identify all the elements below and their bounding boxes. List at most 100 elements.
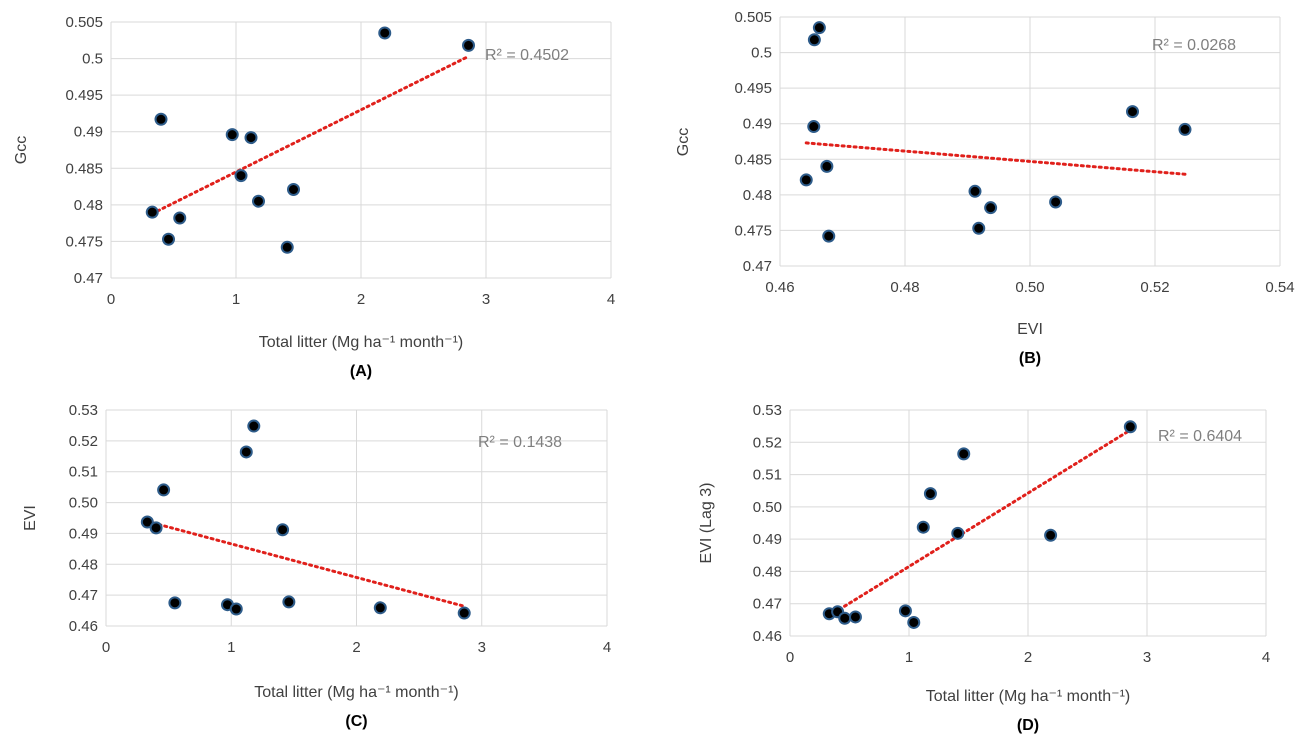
panel-c-data-point xyxy=(157,483,171,497)
panel-c-data-point xyxy=(373,601,387,615)
panel-c-x-tick-label: 1 xyxy=(227,639,235,656)
panel-d-data-point xyxy=(951,526,965,540)
panel-a-data-point xyxy=(234,169,248,183)
panel-c-data-point xyxy=(457,606,471,620)
panel-b-y-tick-label: 0.485 xyxy=(734,151,772,168)
panel-c-y-tick-label: 0.49 xyxy=(69,525,98,542)
panel-b-data-point xyxy=(822,229,836,243)
panel-b-y-tick-label: 0.47 xyxy=(743,258,772,275)
panel-a-data-point xyxy=(145,205,159,219)
panel-d-x-tick-label: 0 xyxy=(786,649,794,666)
panel-a-y-tick-label: 0.47 xyxy=(74,270,103,287)
panel-d-y-axis-title: EVI (Lag 3) xyxy=(698,483,715,564)
panel-c-trendline xyxy=(145,519,466,608)
panel-b-data-point xyxy=(812,21,826,35)
panel-a-trendline xyxy=(150,54,470,216)
panel-b-data-point xyxy=(1178,122,1192,136)
panel-a-y-tick-label: 0.475 xyxy=(65,233,103,250)
panel-c-data-point xyxy=(276,523,290,537)
panel-d-x-axis-title: Total litter (Mg ha⁻¹ month⁻¹) xyxy=(926,688,1131,705)
panel-a-y-tick-label: 0.48 xyxy=(74,197,103,214)
panel-b-x-tick-label: 0.46 xyxy=(765,279,794,296)
panel-a-data-point xyxy=(225,128,239,142)
panel-a-y-tick-label: 0.49 xyxy=(74,124,103,141)
panel-c-label: (C) xyxy=(345,713,367,730)
panel-a-data-point xyxy=(252,194,265,208)
panel-b-x-tick-label: 0.50 xyxy=(1015,279,1044,296)
panel-a-y-tick-label: 0.495 xyxy=(65,87,103,104)
panel-c-data-point xyxy=(229,602,243,616)
panel-b-y-tick-label: 0.49 xyxy=(743,116,772,133)
panel-b-data-point xyxy=(972,221,986,235)
panel-c-data-point xyxy=(282,595,296,609)
panel-a-x-axis-title: Total litter (Mg ha⁻¹ month⁻¹) xyxy=(259,334,464,351)
panel-b-data-point xyxy=(820,159,834,173)
panel-d-data-point xyxy=(907,615,921,629)
panel-a-x-tick-label: 1 xyxy=(232,291,240,308)
panel-b-data-point xyxy=(807,120,821,134)
panel-b-y-tick-label: 0.505 xyxy=(734,9,772,26)
panel-c-y-tick-label: 0.52 xyxy=(69,433,98,450)
panel-d-data-point xyxy=(1044,528,1058,542)
panel-d-y-tick-label: 0.52 xyxy=(753,434,782,451)
panel-d-y-tick-label: 0.53 xyxy=(753,402,782,419)
panel-b-data-point xyxy=(1049,195,1063,209)
panel-a-x-tick-label: 3 xyxy=(482,291,490,308)
panel-d-trendline xyxy=(827,428,1132,618)
panel-a-data-point xyxy=(162,232,175,246)
panel-c-x-axis-title: Total litter (Mg ha⁻¹ month⁻¹) xyxy=(254,684,459,701)
panel-b-y-axis-title: Gcc xyxy=(675,128,692,156)
panel-c-x-tick-label: 2 xyxy=(352,639,360,656)
panel-c-y-tick-label: 0.51 xyxy=(69,464,98,481)
panel-a-data-point xyxy=(154,112,168,126)
panel-d-x-tick-label: 4 xyxy=(1262,649,1270,666)
panel-b-y-tick-label: 0.5 xyxy=(751,45,772,62)
panel-c-data-point xyxy=(149,521,163,535)
panel-c-r2-annotation: R² = 0.1438 xyxy=(478,434,562,451)
panel-b-y-tick-label: 0.48 xyxy=(743,187,772,204)
panel-a-data-point xyxy=(280,240,294,254)
panel-d-data-point xyxy=(1123,420,1137,434)
panel-c-y-tick-label: 0.47 xyxy=(69,587,98,604)
panel-b-x-axis-title: EVI xyxy=(1017,321,1043,338)
panel-b-data-point xyxy=(968,184,982,198)
panel-c-x-tick-label: 3 xyxy=(478,639,486,656)
panel-d-y-tick-label: 0.47 xyxy=(753,596,782,613)
panel-d-data-point xyxy=(923,487,937,501)
panel-b-x-tick-label: 0.48 xyxy=(890,279,919,296)
panel-d-data-point xyxy=(898,604,912,618)
panel-d-data-point xyxy=(848,610,862,624)
panel-a-x-tick-label: 0 xyxy=(107,291,115,308)
panel-d-y-tick-label: 0.46 xyxy=(753,628,782,645)
panel-d-y-tick-label: 0.51 xyxy=(753,467,782,484)
panel-d-y-tick-label: 0.48 xyxy=(753,563,782,580)
panel-d-y-tick-label: 0.49 xyxy=(753,531,782,548)
panel-b-y-tick-label: 0.475 xyxy=(734,222,772,239)
panel-d-x-tick-label: 1 xyxy=(905,649,913,666)
panel-b-label: (B) xyxy=(1019,350,1041,367)
panel-d-data-point xyxy=(957,447,971,461)
panel-a-y-tick-label: 0.505 xyxy=(65,14,103,31)
panel-a-x-tick-label: 4 xyxy=(607,291,615,308)
panel-d-r2-annotation: R² = 0.6404 xyxy=(1158,428,1242,445)
panel-a-x-tick-label: 2 xyxy=(357,291,365,308)
panel-b-data-point xyxy=(807,33,821,47)
panel-c-data-point xyxy=(239,445,253,459)
panel-b-x-tick-label: 0.54 xyxy=(1265,279,1294,296)
panel-c-x-tick-label: 4 xyxy=(603,639,611,656)
panel-c-data-point xyxy=(140,515,154,529)
panel-d-data-point xyxy=(838,611,852,625)
panel-c-y-axis-title: EVI xyxy=(22,505,39,531)
panel-c-y-tick-label: 0.46 xyxy=(69,618,98,635)
panel-b-x-tick-label: 0.52 xyxy=(1140,279,1169,296)
panel-a-r2-annotation: R² = 0.4502 xyxy=(485,47,569,64)
panel-a-y-tick-label: 0.5 xyxy=(82,51,103,68)
panel-d-data-point xyxy=(916,520,930,534)
panel-b-data-point xyxy=(1126,105,1139,119)
panel-a-data-point xyxy=(287,182,300,196)
panel-d-label: (D) xyxy=(1017,717,1039,734)
panel-a-data-point xyxy=(173,211,187,225)
panel-d-x-tick-label: 2 xyxy=(1024,649,1032,666)
